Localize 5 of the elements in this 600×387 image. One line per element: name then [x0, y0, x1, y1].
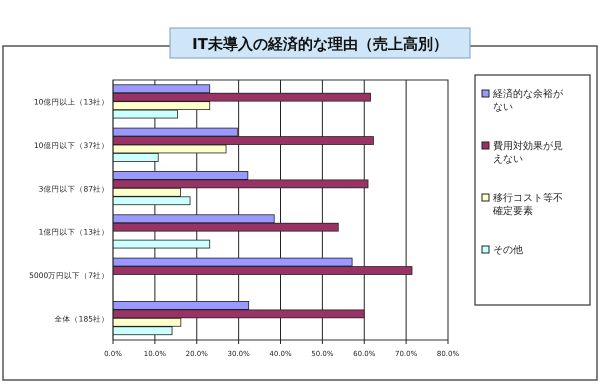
legend-label: 費用対効果が見えない: [493, 140, 563, 165]
legend-label: 経済的な余裕がない: [492, 88, 564, 113]
chart-title: IT未導入の経済的な理由（売上高別）: [192, 35, 448, 53]
legend-label: その他: [493, 244, 523, 256]
legend-label: 移行コスト等不確定要素: [492, 192, 563, 217]
